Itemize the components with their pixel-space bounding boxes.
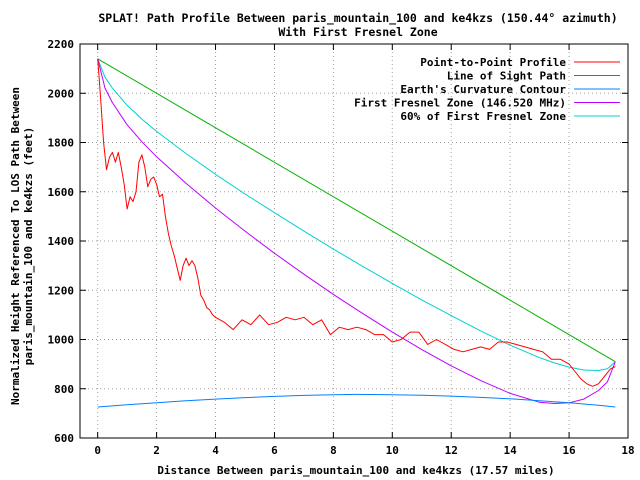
x-tick-label: 8 [330, 444, 337, 457]
x-axis-label: Distance Between paris_mountain_100 and … [157, 464, 554, 477]
y-tick-label: 1600 [48, 186, 75, 199]
series-line-earth-s-curvature-contour [97, 393, 616, 408]
x-tick-label: 6 [271, 444, 278, 457]
legend-label: Point-to-Point Profile [420, 56, 566, 69]
y-tick-label: 1000 [48, 334, 75, 347]
y-axis-ticks: 600 800 1000 1200 1400 1600 1800 2000 2200 [48, 38, 628, 445]
x-tick-label: 2 [153, 444, 160, 457]
y-axis-label-line-2: paris_mountain_100 and ke4kzs (feet) [22, 127, 35, 365]
legend-label: Earth's Curvature Contour [400, 83, 566, 96]
y-tick-label: 800 [54, 383, 74, 396]
series-line-line-of-sight-path [97, 58, 616, 363]
y-axis-label-line-1: Normalized Height Referenced To LOS Path… [9, 87, 22, 405]
y-tick-label: 2200 [48, 38, 75, 51]
x-tick-label: 10 [386, 444, 399, 457]
y-tick-label: 1800 [48, 137, 75, 150]
plot-frame [79, 43, 629, 439]
y-tick-label: 1200 [48, 284, 75, 297]
x-tick-label: 18 [621, 444, 634, 457]
legend-label: Line of Sight Path [447, 70, 566, 83]
series-lines [97, 58, 616, 408]
chart-title: SPLAT! Path Profile Between paris_mounta… [98, 11, 617, 26]
y-tick-label: 600 [54, 432, 74, 445]
y-tick-label: 1400 [48, 235, 75, 248]
chart-subtitle: With First Fresnel Zone [278, 25, 437, 39]
x-tick-label: 12 [445, 444, 458, 457]
x-tick-label: 0 [94, 444, 101, 457]
series-line-60-of-first-fresnel-zone [97, 58, 616, 371]
y-tick-label: 2000 [48, 87, 75, 100]
x-tick-label: 14 [504, 444, 518, 457]
legend-label: 60% of First Fresnel Zone [400, 110, 566, 123]
series-line-point-to-point-profile [97, 58, 616, 387]
x-tick-label: 16 [562, 444, 576, 457]
x-tick-label: 4 [212, 444, 219, 457]
legend-label: First Fresnel Zone (146.520 MHz) [354, 97, 566, 110]
